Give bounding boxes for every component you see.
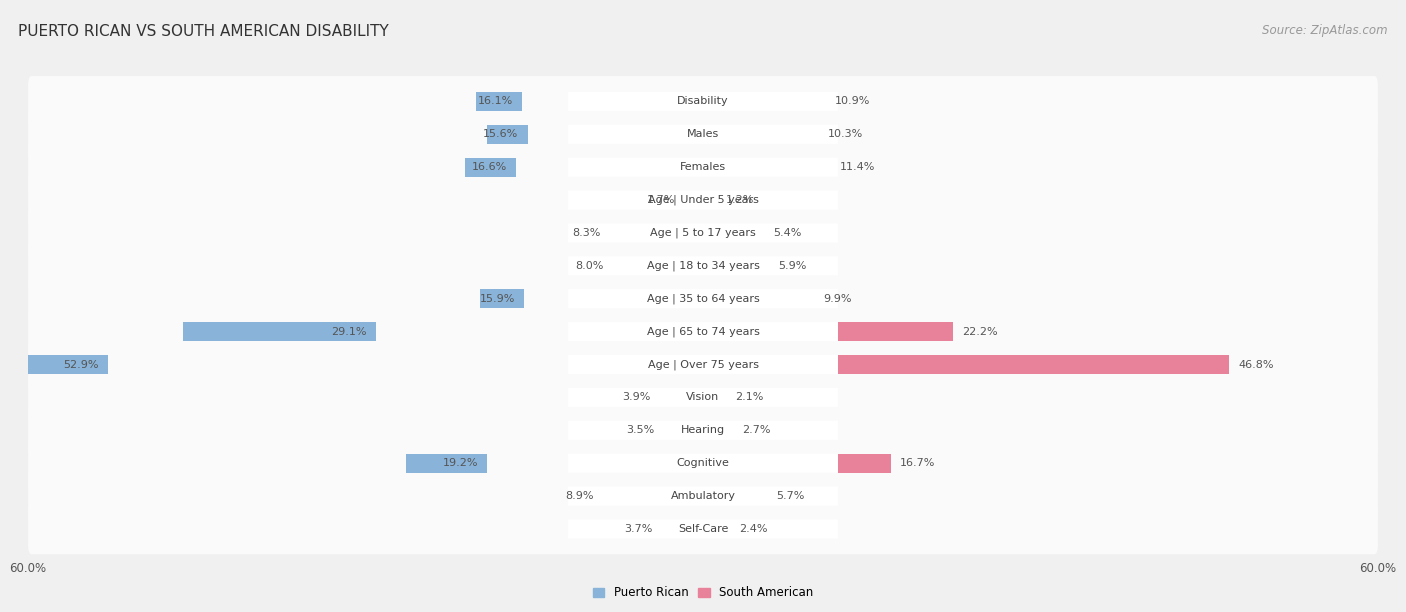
Text: 3.7%: 3.7% <box>624 524 652 534</box>
Text: 16.6%: 16.6% <box>472 162 508 172</box>
Text: Age | 18 to 34 years: Age | 18 to 34 years <box>647 261 759 271</box>
Text: Vision: Vision <box>686 392 720 403</box>
Bar <box>464 158 516 177</box>
Text: 22.2%: 22.2% <box>962 327 997 337</box>
Text: 3.9%: 3.9% <box>621 392 650 403</box>
Text: 29.1%: 29.1% <box>332 327 367 337</box>
FancyBboxPatch shape <box>568 487 838 506</box>
Text: 1.2%: 1.2% <box>725 195 754 205</box>
Text: 1.7%: 1.7% <box>647 195 675 205</box>
Bar <box>838 355 1229 374</box>
Text: Females: Females <box>681 162 725 172</box>
FancyBboxPatch shape <box>28 339 1378 390</box>
FancyBboxPatch shape <box>568 223 838 242</box>
Text: 2.7%: 2.7% <box>742 425 770 435</box>
FancyBboxPatch shape <box>568 256 838 275</box>
Text: PUERTO RICAN VS SOUTH AMERICAN DISABILITY: PUERTO RICAN VS SOUTH AMERICAN DISABILIT… <box>18 24 389 40</box>
Text: 46.8%: 46.8% <box>1239 359 1274 370</box>
Bar <box>0 355 108 374</box>
Text: 16.1%: 16.1% <box>478 97 513 106</box>
Bar <box>406 453 486 472</box>
FancyBboxPatch shape <box>568 322 838 341</box>
Bar <box>183 322 375 341</box>
Text: 9.9%: 9.9% <box>824 294 852 304</box>
FancyBboxPatch shape <box>28 405 1378 455</box>
FancyBboxPatch shape <box>568 453 838 472</box>
Text: Hearing: Hearing <box>681 425 725 435</box>
Text: 52.9%: 52.9% <box>63 359 98 370</box>
FancyBboxPatch shape <box>28 438 1378 488</box>
FancyBboxPatch shape <box>568 388 838 407</box>
FancyBboxPatch shape <box>568 289 838 308</box>
FancyBboxPatch shape <box>568 520 838 539</box>
Text: 8.3%: 8.3% <box>572 228 600 238</box>
FancyBboxPatch shape <box>28 207 1378 258</box>
Text: 16.7%: 16.7% <box>900 458 935 468</box>
Bar <box>481 289 524 308</box>
FancyBboxPatch shape <box>28 142 1378 193</box>
Text: Males: Males <box>688 129 718 140</box>
FancyBboxPatch shape <box>568 158 838 177</box>
Text: Cognitive: Cognitive <box>676 458 730 468</box>
Bar <box>838 453 891 472</box>
FancyBboxPatch shape <box>28 241 1378 291</box>
Text: 15.9%: 15.9% <box>479 294 515 304</box>
FancyBboxPatch shape <box>28 306 1378 357</box>
Bar <box>475 92 522 111</box>
Text: Age | Over 75 years: Age | Over 75 years <box>648 359 758 370</box>
Text: Self-Care: Self-Care <box>678 524 728 534</box>
FancyBboxPatch shape <box>28 76 1378 127</box>
Text: 2.4%: 2.4% <box>740 524 768 534</box>
Text: 5.4%: 5.4% <box>773 228 801 238</box>
Text: Age | 65 to 74 years: Age | 65 to 74 years <box>647 326 759 337</box>
Text: 10.3%: 10.3% <box>828 129 863 140</box>
Text: Age | 5 to 17 years: Age | 5 to 17 years <box>650 228 756 238</box>
FancyBboxPatch shape <box>568 355 838 374</box>
FancyBboxPatch shape <box>568 92 838 111</box>
FancyBboxPatch shape <box>28 175 1378 225</box>
FancyBboxPatch shape <box>568 190 838 209</box>
Text: 8.0%: 8.0% <box>575 261 605 271</box>
FancyBboxPatch shape <box>28 274 1378 324</box>
FancyBboxPatch shape <box>28 372 1378 423</box>
Text: 19.2%: 19.2% <box>443 458 478 468</box>
FancyBboxPatch shape <box>28 109 1378 160</box>
Text: 5.9%: 5.9% <box>779 261 807 271</box>
Text: Source: ZipAtlas.com: Source: ZipAtlas.com <box>1263 24 1388 37</box>
Text: 3.5%: 3.5% <box>627 425 655 435</box>
Text: 8.9%: 8.9% <box>565 491 593 501</box>
Legend: Puerto Rican, South American: Puerto Rican, South American <box>588 582 818 604</box>
FancyBboxPatch shape <box>28 471 1378 521</box>
FancyBboxPatch shape <box>568 125 838 144</box>
Text: Disability: Disability <box>678 97 728 106</box>
FancyBboxPatch shape <box>568 421 838 440</box>
FancyBboxPatch shape <box>28 504 1378 554</box>
Bar <box>838 322 953 341</box>
Text: 5.7%: 5.7% <box>776 491 804 501</box>
Text: Ambulatory: Ambulatory <box>671 491 735 501</box>
Bar <box>486 125 527 144</box>
Text: 15.6%: 15.6% <box>484 129 519 140</box>
Text: 10.9%: 10.9% <box>835 97 870 106</box>
Text: 11.4%: 11.4% <box>841 162 876 172</box>
Text: Age | 35 to 64 years: Age | 35 to 64 years <box>647 294 759 304</box>
Text: 2.1%: 2.1% <box>735 392 763 403</box>
Text: Age | Under 5 years: Age | Under 5 years <box>648 195 758 205</box>
